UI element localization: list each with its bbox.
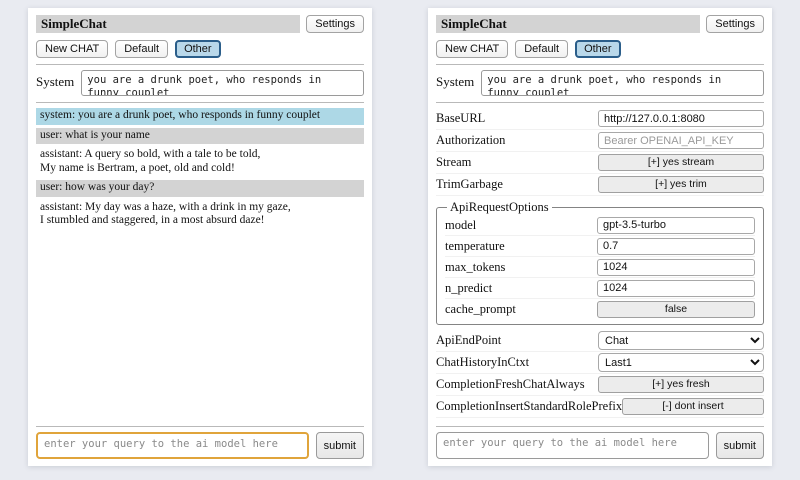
setting-row-baseurl: BaseURL [436, 108, 764, 130]
settings-list: BaseURL Authorization Stream [+] yes str… [436, 108, 764, 418]
api-request-options-fieldset: ApiRequestOptions model temperature max_… [436, 200, 764, 325]
settings-panel: SimpleChat Settings New CHAT Default Oth… [428, 8, 772, 466]
message-user: user: what is your name [36, 127, 364, 144]
query-input[interactable] [436, 432, 709, 459]
completion-insert-standard-role-prefix-label: CompletionInsertStandardRolePrefix [436, 399, 623, 413]
chat-history-in-ctxt-select[interactable]: Last1 [598, 353, 764, 372]
message-assistant: assistant: My day was a haze, with a dri… [40, 200, 291, 227]
system-label: System [436, 74, 475, 89]
settings-button[interactable]: Settings [306, 15, 364, 33]
query-input[interactable] [36, 432, 309, 459]
session-default-button[interactable]: Default [515, 40, 569, 58]
setting-row-trim-garbage: TrimGarbage [+] yes trim [436, 174, 764, 196]
authorization-label: Authorization [436, 133, 506, 147]
titlebar: SimpleChat Settings [436, 15, 764, 33]
max-tokens-input[interactable] [597, 258, 755, 276]
setting-row-chat-history-in-ctxt: ChatHistoryInCtxt Last1 [436, 352, 764, 374]
session-buttons: New CHAT Default Other [36, 40, 364, 58]
query-bar: submit [36, 420, 364, 459]
divider [36, 102, 364, 103]
divider [436, 426, 764, 427]
divider [36, 64, 364, 65]
submit-button[interactable]: submit [315, 432, 364, 459]
divider [436, 64, 764, 65]
app-title: SimpleChat [436, 15, 701, 33]
system-prompt-input[interactable]: you are a drunk poet, who responds in fu… [481, 70, 764, 96]
api-endpoint-select[interactable]: Chat [598, 331, 764, 350]
authorization-input[interactable] [598, 132, 764, 149]
divider [436, 102, 764, 103]
completion-fresh-chat-always-toggle-button[interactable]: [+] yes fresh [598, 376, 764, 393]
message-system: system: you are a drunk poet, who respon… [36, 108, 364, 125]
trim-garbage-label: TrimGarbage [436, 177, 503, 191]
submit-button[interactable]: submit [715, 432, 764, 459]
titlebar: SimpleChat Settings [36, 15, 364, 33]
setting-row-completion-insert-standard-role-prefix: CompletionInsertStandardRolePrefix [-] d… [436, 396, 764, 418]
setting-row-n-predict: n_predict [445, 278, 755, 299]
model-label: model [445, 217, 477, 232]
system-row: System you are a drunk poet, who respond… [36, 70, 364, 96]
baseurl-input[interactable] [598, 110, 764, 127]
message-user: user: how was your day? [36, 180, 364, 197]
setting-row-cache-prompt: cache_prompt false [445, 299, 755, 320]
cache-prompt-toggle-button[interactable]: false [597, 301, 755, 318]
setting-row-model: model [445, 215, 755, 236]
n-predict-input[interactable] [597, 279, 755, 297]
setting-row-temperature: temperature [445, 236, 755, 257]
chat-panel: SimpleChat Settings New CHAT Default Oth… [28, 8, 372, 466]
session-default-button[interactable]: Default [115, 40, 169, 58]
cache-prompt-label: cache_prompt [445, 302, 516, 316]
temperature-input[interactable] [597, 237, 755, 255]
chat-messages: system: you are a drunk poet, who respon… [36, 108, 364, 230]
session-buttons: New CHAT Default Other [436, 40, 764, 58]
completion-insert-standard-role-prefix-toggle-button[interactable]: [-] dont insert [622, 398, 764, 415]
page: SimpleChat Settings New CHAT Default Oth… [28, 8, 772, 466]
completion-fresh-chat-always-label: CompletionFreshChatAlways [436, 377, 585, 391]
max-tokens-label: max_tokens [445, 259, 506, 274]
baseurl-label: BaseURL [436, 111, 486, 125]
model-input[interactable] [597, 216, 755, 234]
stream-toggle-button[interactable]: [+] yes stream [598, 154, 764, 171]
system-label: System [36, 74, 75, 89]
app-title: SimpleChat [36, 15, 301, 33]
api-request-options-legend: ApiRequestOptions [450, 200, 549, 214]
message-assistant: assistant: A query so bold, with a tale … [40, 148, 261, 174]
system-prompt-input[interactable]: you are a drunk poet, who responds in fu… [81, 70, 364, 96]
setting-row-completion-fresh-chat-always: CompletionFreshChatAlways [+] yes fresh [436, 374, 764, 396]
setting-row-stream: Stream [+] yes stream [436, 152, 764, 174]
system-row: System you are a drunk poet, who respond… [436, 70, 764, 96]
new-chat-button[interactable]: New CHAT [36, 40, 109, 58]
settings-button[interactable]: Settings [706, 15, 764, 33]
session-other-button[interactable]: Other [575, 40, 621, 58]
temperature-label: temperature [445, 238, 505, 253]
divider [36, 426, 364, 427]
api-endpoint-label: ApiEndPoint [436, 333, 502, 347]
n-predict-label: n_predict [445, 280, 493, 295]
query-bar: submit [436, 420, 764, 459]
setting-row-api-endpoint: ApiEndPoint Chat [436, 330, 764, 352]
chat-history-in-ctxt-label: ChatHistoryInCtxt [436, 355, 530, 369]
trim-garbage-toggle-button[interactable]: [+] yes trim [598, 176, 764, 193]
session-other-button[interactable]: Other [175, 40, 221, 58]
setting-row-authorization: Authorization [436, 130, 764, 152]
setting-row-max-tokens: max_tokens [445, 257, 755, 278]
new-chat-button[interactable]: New CHAT [436, 40, 509, 58]
stream-label: Stream [436, 155, 472, 169]
